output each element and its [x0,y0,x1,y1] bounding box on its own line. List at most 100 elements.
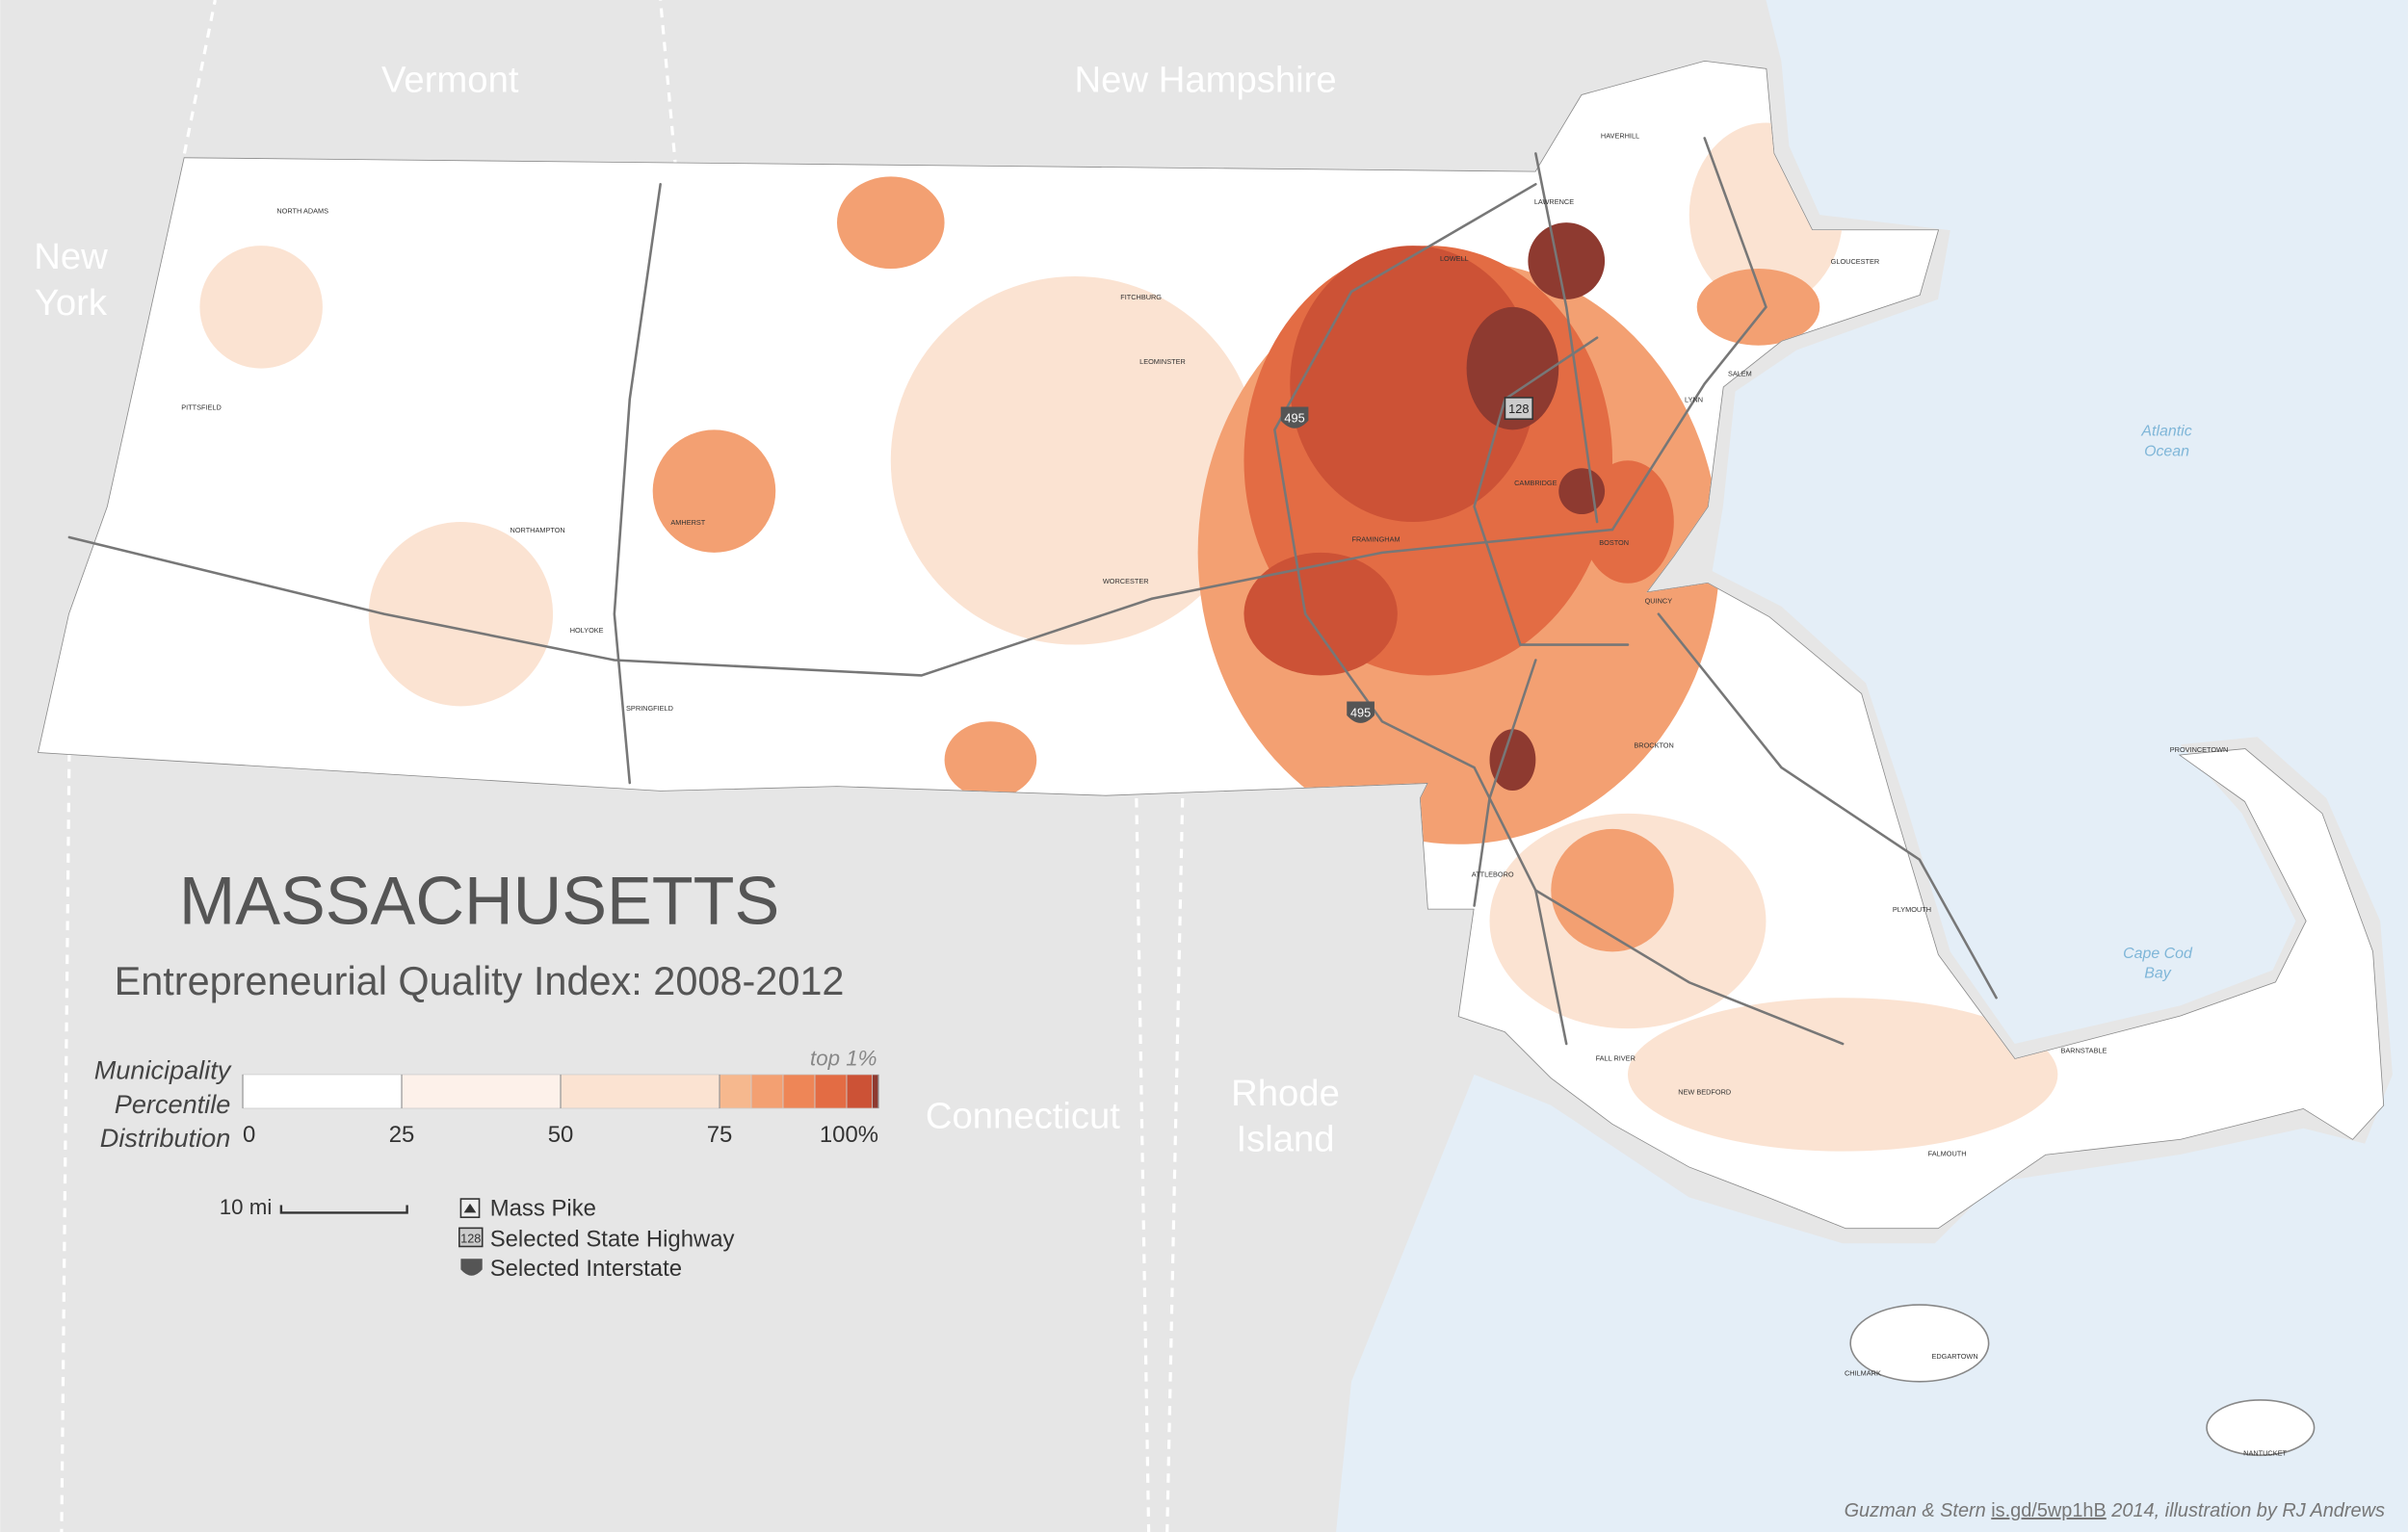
legend-tick-label: 25 [389,1122,415,1148]
town-label: NANTUCKET [2243,1448,2287,1457]
neighbor-label: York [35,282,108,324]
town-label: GLOUCESTER [1831,257,1880,266]
light-areas [199,122,2058,1152]
town-label: FALL RIVER [1596,1054,1636,1063]
scale-bar [279,1205,408,1214]
town-label: ATTLEBORO [1472,870,1514,878]
interstate [613,183,662,785]
legend-bin [782,1074,816,1109]
town-label: PROVINCETOWN [2170,745,2229,754]
road-legend-label: Selected Interstate [490,1256,682,1282]
state-border [1135,797,1185,1532]
state-highway [1473,336,1630,646]
legend-bin [401,1074,562,1109]
state-border [60,0,678,1532]
neighbor-labels: Vermont New Hampshire New York Connecticut Rh… [34,60,2193,1160]
town-label: CHILMARK [1845,1368,1881,1377]
scale: 10 mi [220,1195,408,1219]
road-legend-label: Selected State Highway [490,1226,735,1252]
shield-label: 128 [1508,402,1529,416]
top-areas [1243,246,1536,676]
legend-title: Municipality [94,1055,232,1085]
town-label: WORCESTER [1103,577,1149,585]
town-label: LEOMINSTER [1139,357,1186,366]
state-shield-label: 128 [460,1231,481,1245]
legend-bin [814,1074,848,1109]
mass-pike [67,528,1614,677]
legend-title: Distribution [100,1123,231,1153]
interstate [1473,137,1767,907]
interstate [1273,183,1568,1046]
town-label: PLYMOUTH [1893,905,1931,914]
legend-tick-label: 100% [820,1122,878,1148]
shield-label: 495 [1284,410,1304,425]
legend-bin [560,1074,720,1109]
legend-note: top 1% [810,1046,877,1070]
interstate-shield [1280,406,1309,428]
credit-link[interactable]: is.gd/5wp1hB [1991,1500,2107,1521]
nantucket [2206,1399,2316,1457]
town-label: CAMBRIDGE [1514,479,1557,487]
town-label: BOSTON [1599,538,1629,547]
town-label: EDGARTOWN [1931,1352,1977,1361]
legend-bin [242,1074,403,1109]
credit: Guzman & Stern is.gd/5wp1hB 2014, illust… [1845,1500,2385,1521]
legend-tick-label: 50 [548,1122,574,1148]
town-labels: PITTSFIELD NORTH ADAMS WORCESTER SPRINGFIEL… [181,131,2287,1457]
neighbor-label: New Hampshire [1075,60,1337,101]
legend: Municipality Percentile Distribution top… [94,1046,879,1153]
top-1-areas [1466,222,1606,792]
town-label: HAVERHILL [1601,131,1639,140]
legend-bin [719,1074,752,1109]
ocean [1336,0,2408,1532]
interstate-shield [1347,701,1374,723]
legend-title: Percentile [115,1089,230,1119]
town-label: AMHERST [670,518,705,527]
town-label: QUINCY [1645,597,1673,606]
highways [67,137,1998,1046]
town-label: LYNN [1685,396,1703,404]
legend-tick-label: 0 [243,1122,255,1148]
scale-label: 10 mi [220,1195,273,1219]
town-label: NEW BEDFORD [1678,1088,1731,1097]
town-label: FRAMINGHAM [1352,535,1400,544]
credit-text: 2014, illustration by RJ Andrews [2110,1500,2385,1521]
title: MASSACHUSETTS [179,864,779,939]
town-label: BARNSTABLE [2061,1047,2107,1055]
shields: 495 128 495 [1280,397,1533,723]
town-label: NORTH ADAMS [276,207,328,216]
shield-label: 495 [1350,705,1371,719]
town-label: FALMOUTH [1928,1149,1967,1157]
town-label: PITTSFIELD [181,403,222,412]
highway [1534,612,1998,1046]
subtitle: Entrepreneurial Quality Index: 2008-2012 [115,958,845,1003]
neighbor-label: New [34,236,108,277]
town-label: SALEM [1728,370,1752,378]
pike-icon-mark [463,1203,477,1213]
town-label: HOLYOKE [570,626,604,635]
credit-text: Guzman & Stern [1845,1500,1986,1521]
state-shield-icon [458,1227,484,1248]
neighbor-label: Island [1236,1119,1334,1160]
marthas-vineyard [1849,1304,1990,1383]
neighbor-label: Vermont [381,60,519,101]
town-label: SPRINGFIELD [626,704,673,713]
town-label: BROCKTON [1634,740,1673,749]
interstate-icon [460,1259,483,1276]
water-label: Ocean [2144,443,2189,459]
water-label: Bay [2144,965,2171,981]
town-label: FITCHBURG [1120,293,1162,301]
legend-bin [846,1074,873,1109]
road-legend-label: Mass Pike [490,1196,596,1222]
legend-tick-label: 75 [707,1122,733,1148]
town-label: NORTHAMPTON [510,526,565,534]
road-legend: Mass Pike 128 Selected State Highway Sel… [458,1196,735,1282]
water-label: Atlantic [2140,424,2191,440]
water-label: Cape Cod [2123,946,2193,962]
neighbor-label: Rhode [1231,1073,1340,1114]
town-label: LOWELL [1440,254,1469,263]
legend-bin [750,1074,784,1109]
town-label: LAWRENCE [1534,197,1574,206]
